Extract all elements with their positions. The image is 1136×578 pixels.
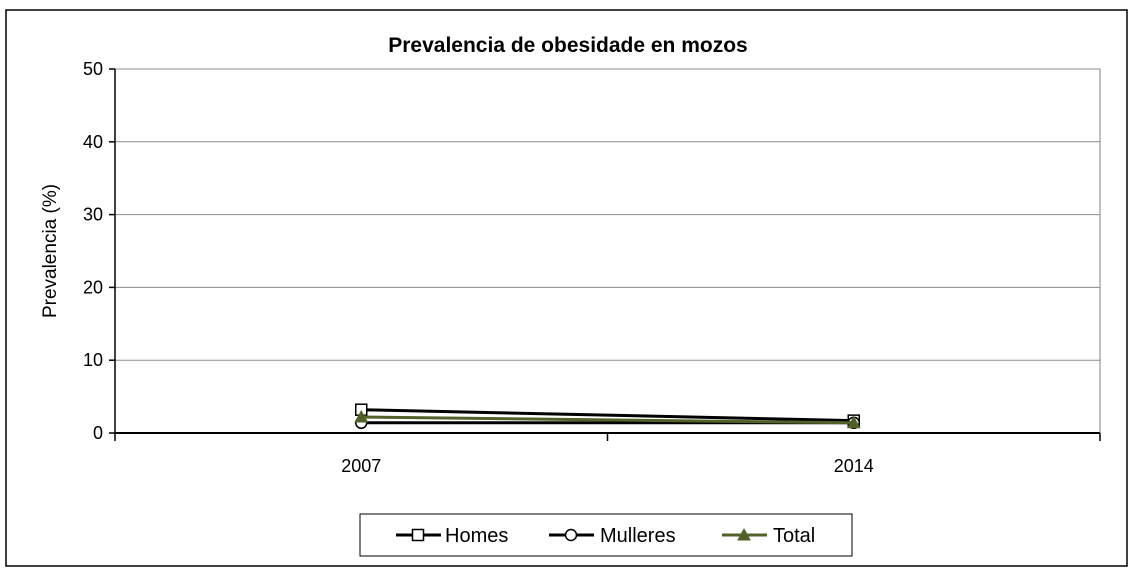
plot-area <box>114 68 1101 434</box>
y-axis-title: Prevalencia (%) <box>40 184 61 318</box>
chart-title: Prevalencia de obesidade en mozos <box>388 34 747 57</box>
legend-item-mulleres: Mulleres <box>549 525 676 547</box>
y-tick-label: 50 <box>83 59 103 79</box>
legend-marker-mulleres <box>564 528 578 542</box>
y-tick-label: 0 <box>93 423 103 443</box>
y-tick-label: 10 <box>83 350 103 370</box>
series-group <box>354 403 861 430</box>
data-point-total-2014 <box>846 415 861 429</box>
data-point-total-2007 <box>354 409 369 423</box>
legend-box <box>359 513 853 557</box>
legend-marker-homes <box>411 528 425 542</box>
y-axis: 0 10 20 30 40 50 <box>83 59 116 443</box>
series-total <box>354 409 861 429</box>
legend-marker-total <box>737 527 751 541</box>
gridlines <box>115 68 1100 361</box>
y-tick-label: 20 <box>83 277 103 297</box>
legend-label-mulleres: Mulleres <box>600 525 676 547</box>
legend: Homes Mulleres Total <box>396 525 815 547</box>
series-line-total <box>361 415 854 425</box>
y-tick-label: 30 <box>83 205 103 225</box>
y-tick-label: 40 <box>83 132 103 152</box>
x-axis: 2007 2014 <box>114 432 1101 476</box>
legend-label-total: Total <box>773 525 815 547</box>
series-line-homes <box>361 408 854 423</box>
x-tick-label-2014: 2014 <box>834 456 874 476</box>
legend-label-homes: Homes <box>445 525 508 547</box>
legend-item-homes: Homes <box>396 525 508 547</box>
x-tick-label-2007: 2007 <box>341 456 381 476</box>
legend-item-total: Total <box>722 525 815 547</box>
